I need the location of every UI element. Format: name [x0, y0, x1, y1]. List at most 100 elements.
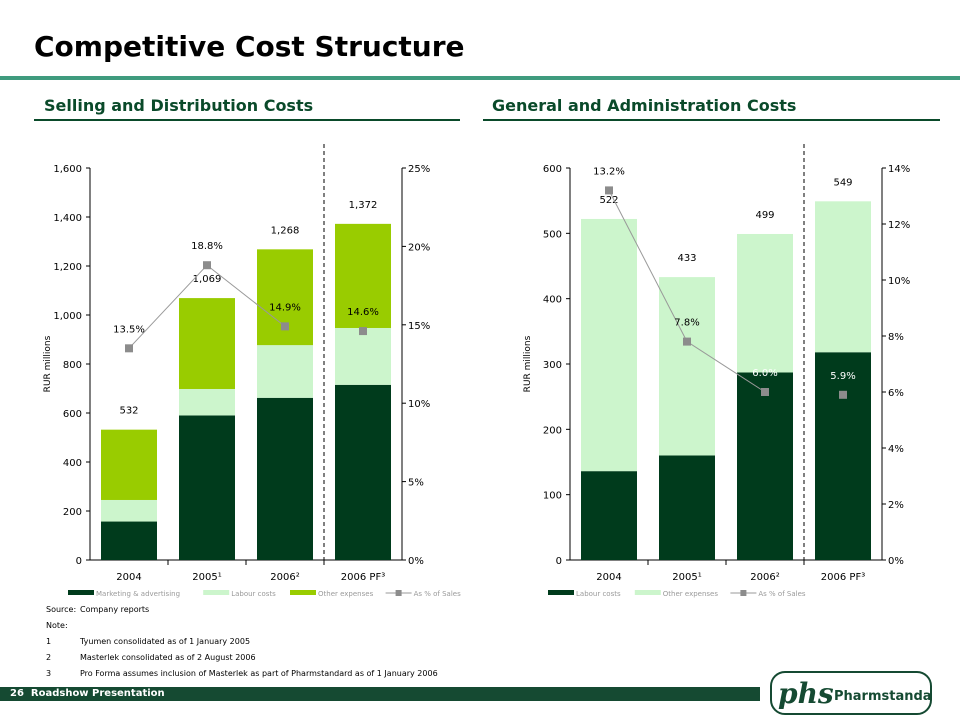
y2-tick-label: 0%	[408, 556, 424, 567]
y-tick-label: 600	[543, 164, 562, 175]
y2-tick-label: 2%	[888, 500, 904, 511]
y2-tick-label: 15%	[408, 321, 430, 332]
y-tick-label: 400	[543, 295, 562, 306]
chart-title-ga: General and Administration Costs	[492, 96, 797, 115]
legend-swatch	[634, 590, 661, 595]
y-tick-label: 600	[63, 409, 82, 420]
bar-total-label: 522	[599, 195, 618, 206]
bar-segment	[257, 397, 313, 560]
footer-title: Roadshow Presentation	[30, 688, 165, 699]
bar-segment	[815, 201, 871, 353]
y-tick-label: 1,600	[53, 164, 82, 175]
ratio-point	[839, 390, 847, 399]
x-tick-label: 2005¹	[192, 572, 221, 583]
y-tick-label: 0	[76, 556, 82, 567]
legend-marker	[740, 590, 747, 596]
y-tick-label: 800	[63, 360, 82, 371]
y2-tick-label: 10%	[408, 399, 430, 410]
ratio-point	[281, 322, 289, 331]
bar-segment	[335, 223, 391, 328]
note-source: Source: Company reports	[46, 605, 150, 614]
selling-distribution-chart: 0 200 400 600 800 1,000 1,200 1,400 1,600 0% 5% 10%…	[43, 144, 461, 598]
ratio-line-segment	[128, 264, 208, 349]
y2-tick-label: 8%	[888, 332, 904, 343]
ratio-label: 6.0%	[752, 368, 777, 379]
y2-tick-label: 0%	[888, 556, 904, 567]
chart-title-rule-ga	[483, 119, 940, 121]
y-tick-label: 200	[63, 507, 82, 518]
bar-segment	[659, 455, 715, 560]
pharmstandard-logo: phs Pharmstandard	[770, 671, 932, 715]
legend-label: Labour costs	[576, 590, 621, 598]
bar-segment	[737, 233, 793, 373]
y-axis-label: RUR millions	[43, 335, 53, 392]
ratio-line-segment	[608, 190, 688, 342]
bar-segment	[659, 277, 715, 456]
bar-segment	[257, 345, 313, 398]
note-2: 2 Masterlek consolidated as of 2 August 2…	[46, 653, 256, 662]
legend-label: Other expenses	[318, 590, 374, 598]
y-tick-label: 1,000	[53, 311, 82, 322]
y2-tick-label: 10%	[888, 276, 910, 287]
bar-total-label: 1,268	[271, 225, 300, 236]
y-tick-label: 500	[543, 229, 562, 240]
ratio-point	[359, 327, 367, 336]
x-tick-label: 2004	[116, 572, 141, 583]
bar-total-label: 433	[677, 253, 696, 264]
bar-segment	[581, 471, 637, 560]
footnotes: Source: Company reports Note: 1 Tyumen con…	[46, 602, 438, 682]
ratio-point	[605, 186, 613, 195]
x-tick-label: 2006 PF³	[821, 572, 865, 583]
page-title: Competitive Cost Structure	[34, 30, 465, 63]
logo-text: Pharmstandard	[834, 689, 932, 704]
ratio-line-segment	[686, 341, 766, 393]
ratio-point	[761, 388, 769, 396]
bar-segment	[101, 429, 157, 500]
general-admin-chart: 0 100 200 300 400 500 600 0% 2% 4% 6% 8% 10% 12% 14% RU…	[523, 144, 910, 598]
footer-bar	[0, 687, 760, 701]
y2-tick-label: 5%	[408, 478, 424, 489]
title-divider	[0, 76, 960, 80]
x-tick-label: 2006²	[750, 572, 779, 583]
ratio-line-segment	[206, 264, 286, 327]
y-tick-label: 1,200	[53, 262, 82, 273]
note-header: Note:	[46, 621, 68, 630]
legend-marker	[395, 590, 402, 596]
legend-label: Marketing & advertising	[96, 590, 180, 598]
y2-tick-label: 20%	[408, 242, 430, 253]
bar-total-label: 532	[119, 406, 138, 417]
x-tick-label: 2004	[596, 572, 621, 583]
y-tick-label: 1,400	[53, 213, 82, 224]
bar-segment	[815, 352, 871, 560]
y2-tick-label: 14%	[888, 164, 910, 175]
y2-tick-label: 12%	[888, 220, 910, 231]
note-1: 1 Tyumen consolidated as of 1 January 200…	[46, 637, 251, 646]
legend-swatch	[68, 590, 94, 595]
footer-label: 26 Roadshow Presentation	[10, 688, 165, 699]
y2-tick-label: 25%	[408, 164, 430, 175]
x-tick-label: 2005¹	[672, 572, 701, 583]
x-tick-label: 2006²	[270, 572, 299, 583]
bar-total-label: 549	[833, 177, 852, 188]
bar-total-label: 1,372	[349, 200, 378, 211]
x-tick-label: 2006 PF³	[341, 572, 385, 583]
ratio-label: 14.9%	[269, 302, 301, 313]
chart-title-selling: Selling and Distribution Costs	[44, 96, 314, 115]
bar-segment	[257, 249, 313, 346]
y2-tick-label: 4%	[888, 444, 904, 455]
y-axis-label: RUR millions	[523, 335, 533, 392]
page-number: 26	[10, 688, 24, 699]
bar-segment	[335, 327, 391, 385]
y2-tick-label: 6%	[888, 388, 904, 399]
ratio-point	[683, 337, 691, 346]
note-3: 3 Pro Forma assumes inclusion of Masterle…	[46, 669, 438, 678]
ratio-label: 18.8%	[191, 241, 223, 252]
bar-segment	[179, 388, 235, 416]
legend-label: As % of Sales	[414, 590, 461, 598]
y-tick-label: 200	[543, 425, 562, 436]
legend-swatch	[203, 590, 230, 595]
legend-label: Other expenses	[663, 590, 719, 598]
bar-total-label: 499	[755, 210, 774, 221]
y-tick-label: 400	[63, 458, 82, 469]
legend-label: As % of Sales	[758, 590, 805, 598]
